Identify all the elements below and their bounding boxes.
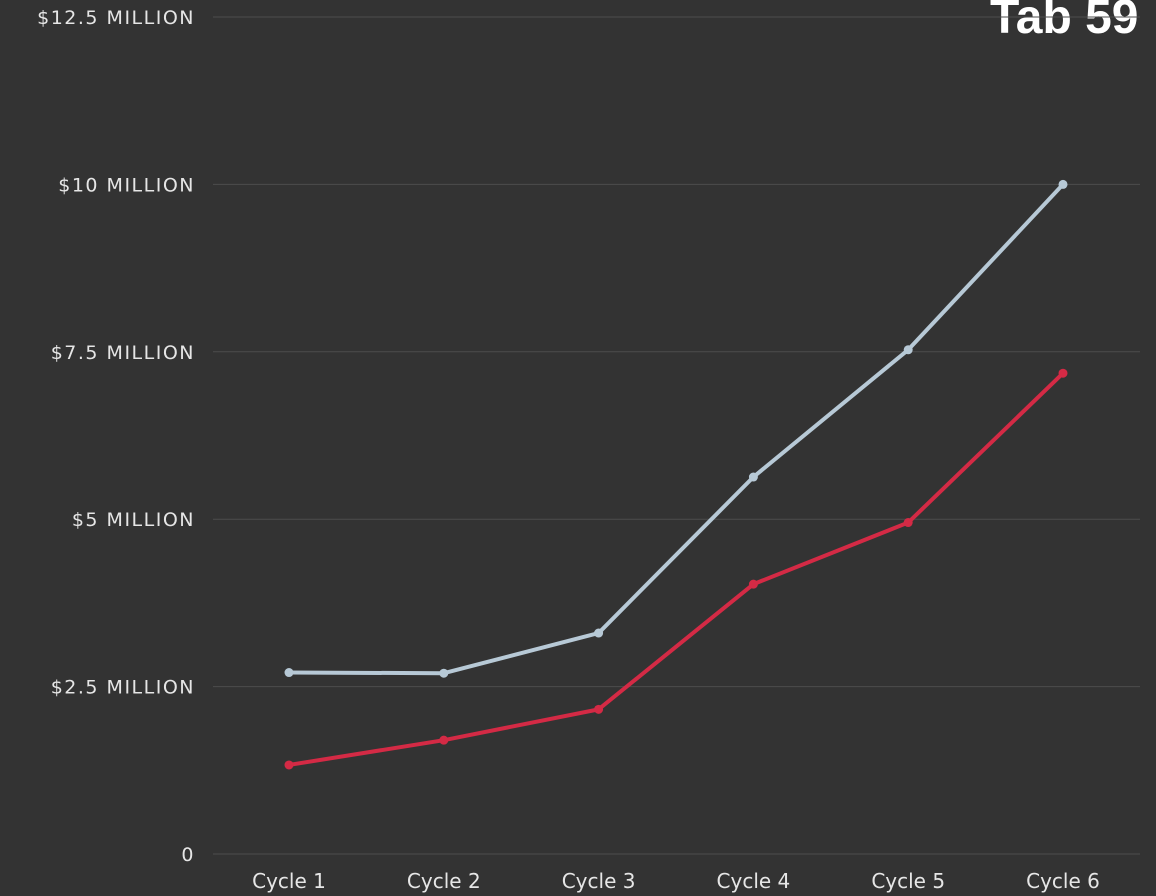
x-tick-label: Cycle 1 xyxy=(252,869,326,893)
data-point xyxy=(439,668,449,678)
chart-title: Tab 59 xyxy=(990,0,1139,44)
series-line-2 xyxy=(287,371,1065,767)
data-point xyxy=(748,472,758,482)
y-tick-label: 0 xyxy=(181,844,195,866)
data-point xyxy=(1058,179,1068,189)
data-point xyxy=(439,735,449,745)
data-point xyxy=(1058,368,1068,378)
data-point xyxy=(284,760,294,770)
x-tick-label: Cycle 2 xyxy=(407,869,481,893)
data-point xyxy=(903,518,913,528)
y-tick-label: $7.5 MILLION xyxy=(51,342,195,364)
y-tick-label: $12.5 MILLION xyxy=(37,7,195,29)
y-tick-label: $10 MILLION xyxy=(58,174,195,196)
y-tick-label: $2.5 MILLION xyxy=(51,677,195,699)
x-tick-label: Cycle 6 xyxy=(1026,869,1100,893)
x-tick-label: Cycle 5 xyxy=(871,869,945,893)
y-tick-label: $5 MILLION xyxy=(72,509,195,531)
data-point xyxy=(594,704,604,714)
data-point xyxy=(284,668,294,678)
data-point xyxy=(594,628,604,638)
x-tick-label: Cycle 4 xyxy=(717,869,791,893)
x-tick-label: Cycle 3 xyxy=(562,869,636,893)
series-line-1 xyxy=(287,182,1065,676)
data-point xyxy=(748,579,758,589)
data-point xyxy=(903,345,913,355)
